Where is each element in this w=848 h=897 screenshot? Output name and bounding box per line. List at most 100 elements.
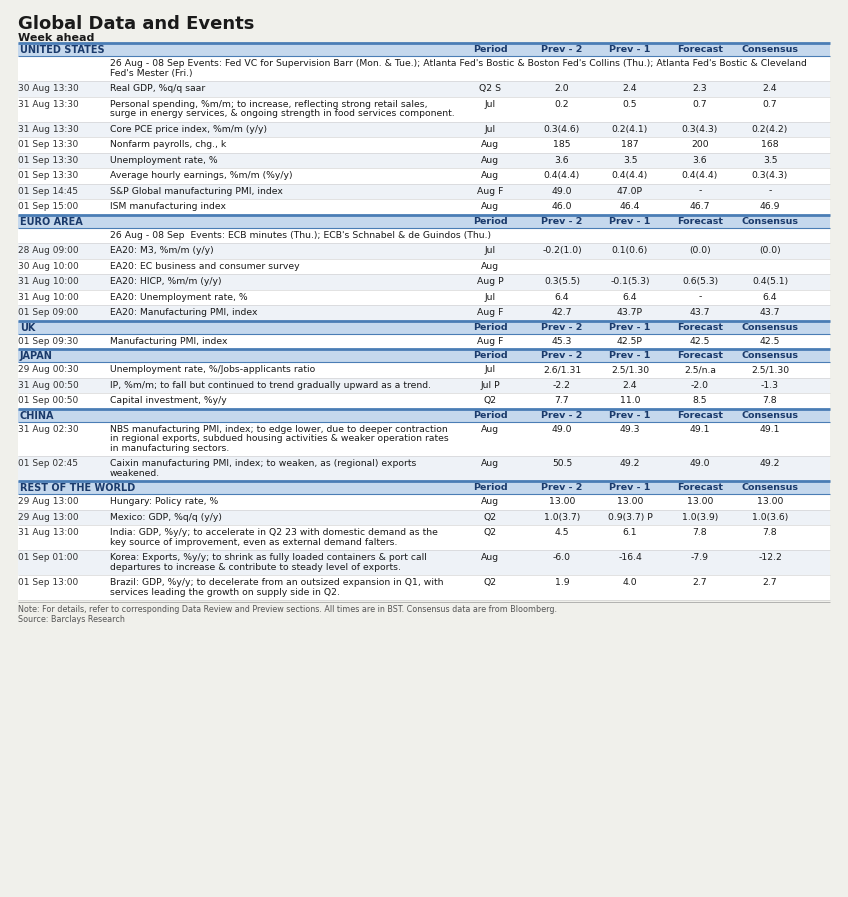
Text: 8.5: 8.5 [693,396,707,405]
Text: 29 Aug 13:00: 29 Aug 13:00 [18,497,79,506]
Text: 49.3: 49.3 [620,424,640,433]
Text: Period: Period [472,216,507,225]
Text: 42.7: 42.7 [552,308,572,317]
Text: -2.0: -2.0 [691,380,709,389]
Text: -: - [698,292,701,301]
Text: EA20: HICP, %m/m (y/y): EA20: HICP, %m/m (y/y) [110,277,221,286]
Text: Prev - 1: Prev - 1 [610,483,650,492]
Text: 01 Sep 14:45: 01 Sep 14:45 [18,187,78,196]
Text: 01 Sep 13:30: 01 Sep 13:30 [18,140,78,149]
Text: 0.9(3.7) P: 0.9(3.7) P [607,512,652,521]
Text: Forecast: Forecast [677,351,723,360]
Text: 46.9: 46.9 [760,202,780,211]
Bar [18,320,830,334]
Text: -12.2: -12.2 [758,553,782,562]
Text: surge in energy services, & ongoing strength in food services component.: surge in energy services, & ongoing stre… [110,109,455,118]
Text: services leading the growth on supply side in Q2.: services leading the growth on supply si… [110,588,340,597]
Text: 49.2: 49.2 [620,459,640,468]
Text: 1.0(3.9): 1.0(3.9) [682,512,718,521]
Bar [18,494,830,509]
Text: 7.7: 7.7 [555,396,569,405]
Text: 0.3(4.3): 0.3(4.3) [752,171,788,180]
Text: 0.4(4.4): 0.4(4.4) [682,171,718,180]
Bar [18,243,830,258]
Bar [18,525,830,550]
Text: 42.5: 42.5 [689,336,710,345]
Text: Aug: Aug [481,262,499,271]
Text: 7.8: 7.8 [693,528,707,537]
Text: 49.1: 49.1 [689,424,711,433]
Text: EA20: M3, %m/m (y/y): EA20: M3, %m/m (y/y) [110,246,214,255]
Text: Korea: Exports, %y/y; to shrink as fully loaded containers & port call: Korea: Exports, %y/y; to shrink as fully… [110,553,427,562]
Text: Aug F: Aug F [477,308,503,317]
Text: 13.00: 13.00 [687,497,713,506]
Text: Consensus: Consensus [741,483,799,492]
Text: JAPAN: JAPAN [20,351,53,361]
Text: EURO AREA: EURO AREA [20,216,83,227]
Text: Consensus: Consensus [741,216,799,225]
Text: Prev - 2: Prev - 2 [541,351,583,360]
Bar [18,422,830,456]
Text: 49.0: 49.0 [689,459,711,468]
Text: 2.4: 2.4 [622,84,638,93]
Text: departures to increase & contribute to steady level of exports.: departures to increase & contribute to s… [110,562,401,571]
Text: REST OF THE WORLD: REST OF THE WORLD [20,483,135,493]
Text: -6.0: -6.0 [553,553,571,562]
Text: Prev - 1: Prev - 1 [610,351,650,360]
Text: Prev - 1: Prev - 1 [610,45,650,54]
Text: 28 Aug 09:00: 28 Aug 09:00 [18,246,79,255]
Bar [18,56,830,81]
Text: 2.5/n.a: 2.5/n.a [684,365,716,374]
Bar [18,184,830,199]
Text: -: - [768,187,772,196]
Text: Prev - 2: Prev - 2 [541,483,583,492]
Text: 4.0: 4.0 [622,578,638,587]
Text: 47.0P: 47.0P [617,187,643,196]
Text: in regional exports, subdued housing activities & weaker operation rates: in regional exports, subdued housing act… [110,434,449,443]
Text: 31 Aug 10:00: 31 Aug 10:00 [18,277,79,286]
Text: 49.0: 49.0 [552,187,572,196]
Text: 01 Sep 15:00: 01 Sep 15:00 [18,202,78,211]
Text: 0.4(4.4): 0.4(4.4) [612,171,648,180]
Text: Aug: Aug [481,155,499,164]
Text: 2.3: 2.3 [693,84,707,93]
Text: CHINA: CHINA [20,411,54,421]
Text: 0.7: 0.7 [693,100,707,109]
Text: S&P Global manufacturing PMI, index: S&P Global manufacturing PMI, index [110,187,283,196]
Text: Consensus: Consensus [741,411,799,420]
Text: 6.1: 6.1 [622,528,638,537]
Text: -16.4: -16.4 [618,553,642,562]
Text: Period: Period [472,483,507,492]
Text: 01 Sep 09:30: 01 Sep 09:30 [18,336,78,345]
Text: Aug F: Aug F [477,336,503,345]
Bar [18,550,830,575]
Text: 26 Aug - 08 Sep  Events: ECB minutes (Thu.); ECB's Schnabel & de Guindos (Thu.): 26 Aug - 08 Sep Events: ECB minutes (Thu… [110,231,491,239]
Text: -0.1(5.3): -0.1(5.3) [611,277,650,286]
Text: 1.9: 1.9 [555,578,569,587]
Text: 1.0(3.7): 1.0(3.7) [544,512,580,521]
Bar [18,274,830,290]
Text: 42.5P: 42.5P [617,336,643,345]
Text: 49.2: 49.2 [760,459,780,468]
Text: 43.7: 43.7 [760,308,780,317]
Text: 29 Aug 13:00: 29 Aug 13:00 [18,512,79,521]
Text: 50.5: 50.5 [552,459,572,468]
Text: -1.3: -1.3 [761,380,779,389]
Text: Aug: Aug [481,497,499,506]
Text: (0.0): (0.0) [689,246,711,255]
Text: Nonfarm payrolls, chg., k: Nonfarm payrolls, chg., k [110,140,226,149]
Text: 0.2: 0.2 [555,100,569,109]
Text: India: GDP, %y/y; to accelerate in Q2 23 with domestic demand as the: India: GDP, %y/y; to accelerate in Q2 23… [110,528,438,537]
Text: 6.4: 6.4 [555,292,569,301]
Text: 0.5: 0.5 [622,100,637,109]
Bar [18,228,830,243]
Text: 0.3(5.5): 0.3(5.5) [544,277,580,286]
Text: 46.4: 46.4 [620,202,640,211]
Text: 0.6(5.3): 0.6(5.3) [682,277,718,286]
Text: Jul: Jul [484,100,495,109]
Text: EA20: EC business and consumer survey: EA20: EC business and consumer survey [110,262,299,271]
Text: 29 Aug 00:30: 29 Aug 00:30 [18,365,79,374]
Bar [18,168,830,184]
Text: 0.3(4.3): 0.3(4.3) [682,125,718,134]
Text: Forecast: Forecast [677,483,723,492]
